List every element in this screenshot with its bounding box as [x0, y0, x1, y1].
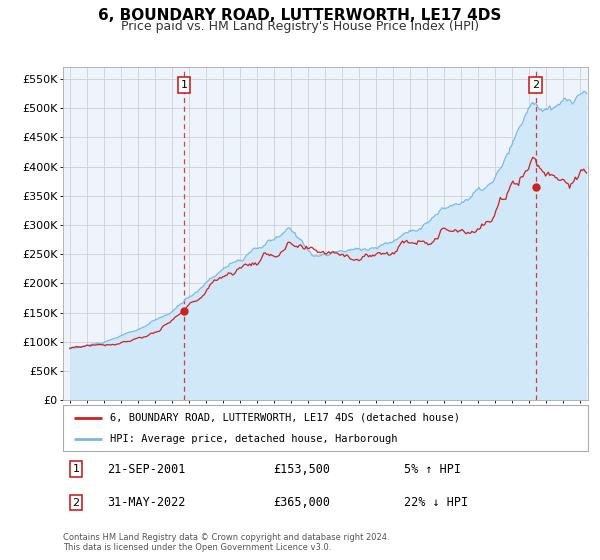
Text: £153,500: £153,500: [273, 463, 330, 475]
Text: 1: 1: [73, 464, 80, 474]
Text: £365,000: £365,000: [273, 496, 330, 509]
Text: 31-MAY-2022: 31-MAY-2022: [107, 496, 186, 509]
FancyBboxPatch shape: [63, 405, 588, 451]
Text: 6, BOUNDARY ROAD, LUTTERWORTH, LE17 4DS: 6, BOUNDARY ROAD, LUTTERWORTH, LE17 4DS: [98, 8, 502, 24]
Text: 2: 2: [532, 80, 539, 90]
Text: 1: 1: [181, 80, 187, 90]
Text: This data is licensed under the Open Government Licence v3.0.: This data is licensed under the Open Gov…: [63, 543, 331, 552]
Text: 5% ↑ HPI: 5% ↑ HPI: [404, 463, 461, 475]
Text: HPI: Average price, detached house, Harborough: HPI: Average price, detached house, Harb…: [110, 434, 398, 444]
Text: Contains HM Land Registry data © Crown copyright and database right 2024.: Contains HM Land Registry data © Crown c…: [63, 533, 389, 542]
Text: 22% ↓ HPI: 22% ↓ HPI: [404, 496, 469, 509]
Text: 21-SEP-2001: 21-SEP-2001: [107, 463, 186, 475]
Text: 2: 2: [73, 497, 80, 507]
Text: Price paid vs. HM Land Registry's House Price Index (HPI): Price paid vs. HM Land Registry's House …: [121, 20, 479, 32]
Text: 6, BOUNDARY ROAD, LUTTERWORTH, LE17 4DS (detached house): 6, BOUNDARY ROAD, LUTTERWORTH, LE17 4DS …: [110, 413, 460, 423]
